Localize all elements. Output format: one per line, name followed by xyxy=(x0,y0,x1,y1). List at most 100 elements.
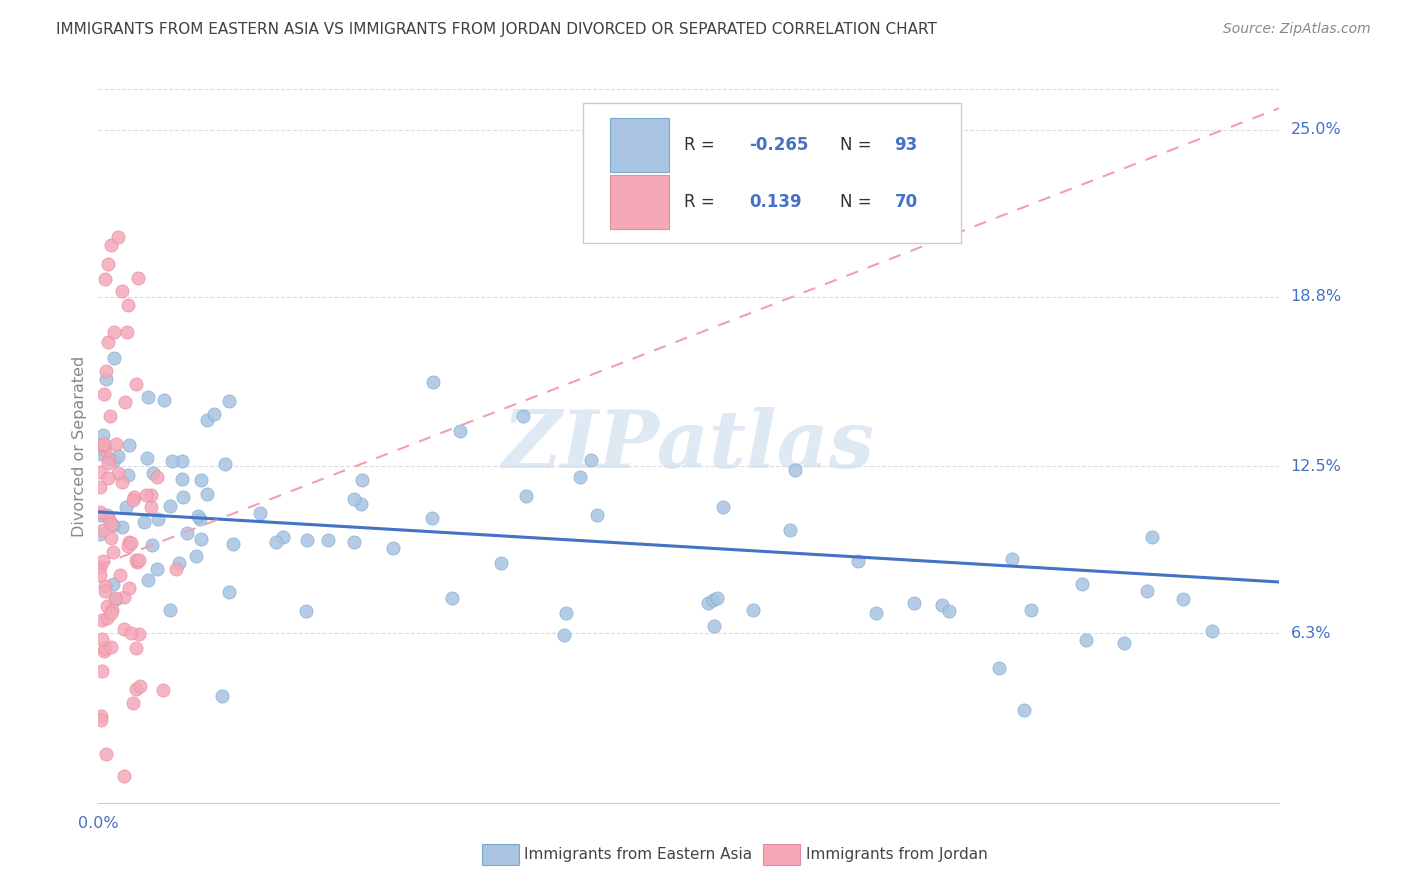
Text: 0.139: 0.139 xyxy=(749,193,801,211)
Point xyxy=(1112,635,1135,649)
Point xyxy=(554,606,576,620)
Point xyxy=(103,351,125,365)
Point xyxy=(172,490,194,504)
Point xyxy=(96,508,118,523)
FancyBboxPatch shape xyxy=(610,175,669,228)
Point xyxy=(89,527,111,541)
Point xyxy=(91,428,114,442)
Point xyxy=(114,590,136,604)
Point xyxy=(491,556,513,570)
Point xyxy=(98,511,121,525)
Point xyxy=(89,560,111,574)
Text: R =: R = xyxy=(685,136,720,153)
Point xyxy=(97,456,120,470)
Text: N =: N = xyxy=(841,193,877,211)
Point xyxy=(515,490,537,504)
Point xyxy=(97,257,120,271)
Point xyxy=(159,603,181,617)
Point xyxy=(779,523,801,537)
Point xyxy=(1074,633,1097,648)
Text: ZIPatlas: ZIPatlas xyxy=(503,408,875,484)
Point xyxy=(165,562,187,576)
Point xyxy=(93,523,115,537)
Point xyxy=(188,512,211,526)
Text: -0.265: -0.265 xyxy=(749,136,808,153)
Point xyxy=(420,511,443,525)
Point xyxy=(89,466,111,480)
Point xyxy=(249,506,271,520)
Point xyxy=(350,473,373,487)
Point xyxy=(136,391,159,405)
Point xyxy=(195,486,218,500)
Point xyxy=(128,552,150,566)
Point xyxy=(170,454,193,468)
Point xyxy=(381,541,404,555)
Point xyxy=(135,450,157,465)
Point xyxy=(1201,624,1223,639)
Point xyxy=(211,689,233,703)
Point xyxy=(89,504,111,518)
Point xyxy=(120,535,142,549)
Point xyxy=(931,598,953,612)
Point xyxy=(118,438,141,452)
Point xyxy=(128,679,150,693)
Point xyxy=(111,284,134,298)
Text: 93: 93 xyxy=(894,136,918,153)
Point xyxy=(190,532,212,546)
Point xyxy=(117,582,139,596)
Point xyxy=(139,500,162,514)
Point xyxy=(190,473,212,487)
Point xyxy=(103,452,125,467)
Point xyxy=(1140,530,1163,544)
Point xyxy=(114,395,136,409)
Point xyxy=(195,413,218,427)
Point xyxy=(94,272,117,286)
Point xyxy=(107,466,129,480)
Text: IMMIGRANTS FROM EASTERN ASIA VS IMMIGRANTS FROM JORDAN DIVORCED OR SEPARATED COR: IMMIGRANTS FROM EASTERN ASIA VS IMMIGRAN… xyxy=(56,22,938,37)
Point xyxy=(117,298,139,312)
Point xyxy=(1019,603,1042,617)
Text: 25.0%: 25.0% xyxy=(1291,122,1341,137)
Point xyxy=(938,604,960,618)
Point xyxy=(222,537,245,551)
Point xyxy=(846,554,869,568)
Point xyxy=(512,409,534,423)
Point xyxy=(141,538,163,552)
Point xyxy=(94,583,117,598)
Point xyxy=(132,515,155,529)
Point xyxy=(97,471,120,485)
Point xyxy=(93,436,115,450)
Point xyxy=(89,480,111,494)
Point xyxy=(865,606,887,620)
Point xyxy=(105,436,128,450)
Point xyxy=(162,454,184,468)
FancyBboxPatch shape xyxy=(582,103,960,243)
Point xyxy=(1012,704,1035,718)
Point xyxy=(101,603,124,617)
Point xyxy=(125,376,148,391)
Point xyxy=(184,549,207,563)
Point xyxy=(89,508,111,522)
Point xyxy=(441,591,464,605)
Point xyxy=(100,516,122,531)
Point xyxy=(110,475,132,489)
Point xyxy=(96,747,118,762)
Point xyxy=(987,661,1010,675)
Text: R =: R = xyxy=(685,193,725,211)
Point xyxy=(111,519,134,533)
Point xyxy=(100,238,122,252)
Point xyxy=(202,407,225,421)
Point xyxy=(103,325,125,339)
Point xyxy=(115,500,138,514)
Point xyxy=(105,592,128,607)
Point xyxy=(159,500,181,514)
Point xyxy=(101,517,124,532)
Point xyxy=(785,463,807,477)
Point xyxy=(350,497,373,511)
Point xyxy=(316,533,339,548)
Point xyxy=(93,579,115,593)
Text: Source: ZipAtlas.com: Source: ZipAtlas.com xyxy=(1223,22,1371,37)
Point xyxy=(142,467,165,481)
Text: 18.8%: 18.8% xyxy=(1291,289,1341,304)
Point xyxy=(125,555,148,569)
